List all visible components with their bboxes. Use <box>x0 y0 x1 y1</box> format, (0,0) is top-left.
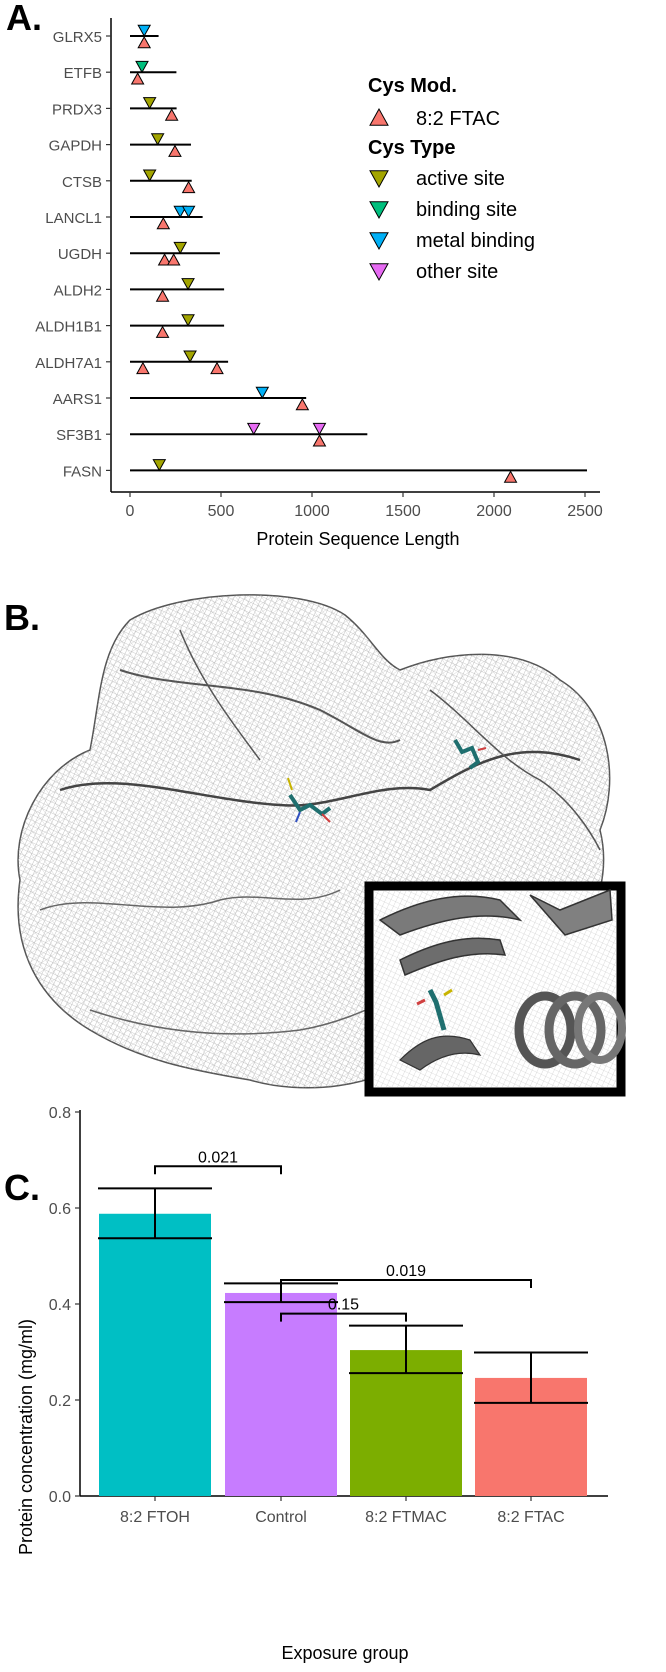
legend-type-label: active site <box>416 168 505 190</box>
legend-mod-symbol <box>369 107 389 126</box>
legend-type-symbol <box>369 232 389 251</box>
protein-label: ALDH7A1 <box>35 355 102 372</box>
significance-bracket <box>154 1165 282 1175</box>
legend-a: Cys Mod. 8:2 FTAC Cys Type active site bindi… <box>368 75 535 283</box>
x-axis-title-a: Protein Sequence Length <box>256 529 459 549</box>
mod-marker <box>181 180 196 194</box>
protein-label: GAPDH <box>49 138 102 155</box>
mod-marker <box>156 216 171 230</box>
mod-marker <box>295 397 310 411</box>
legend-type-symbol <box>369 201 389 220</box>
panel-label-a: A. <box>6 0 42 38</box>
mod-marker <box>155 325 170 338</box>
protein-label: AARS1 <box>53 391 102 408</box>
x-tick-label-c: 8:2 FTOH <box>120 1509 190 1526</box>
site-marker <box>173 205 188 219</box>
bar <box>99 1213 211 1496</box>
mod-marker <box>503 470 518 483</box>
y-tick-label-c: 0.2 <box>49 1393 71 1410</box>
plot-area-a: 0 500 1000 1500 2000 2500 GLRX5 ETFB PRDX3 GAPDH C… <box>35 18 603 520</box>
mod-marker <box>166 253 181 266</box>
x-axis-title-c: Exposure group <box>281 1643 408 1663</box>
site-marker <box>181 278 195 291</box>
x-tick-label-a: 2000 <box>476 503 512 520</box>
protein-label: FASN <box>63 463 102 480</box>
legend-type-symbol <box>369 170 389 189</box>
y-tick-label-c: 0.8 <box>49 1105 71 1122</box>
panel-label-b: B. <box>4 597 40 638</box>
panel-a-chart: 0 500 1000 1500 2000 2500 GLRX5 ETFB PRDX3 GAPDH C… <box>35 18 603 549</box>
mod-marker <box>155 289 170 302</box>
cysteine-residue-2 <box>453 738 487 770</box>
site-marker <box>152 459 167 472</box>
cysteine-residue-1 <box>287 777 332 823</box>
x-tick-label-c: Control <box>255 1509 307 1526</box>
protein-label: UGDH <box>58 246 102 263</box>
legend-type-symbol <box>369 263 389 282</box>
significance-bracket <box>280 1312 407 1322</box>
x-tick-label-a: 1000 <box>294 503 330 520</box>
x-tick-label-a: 1500 <box>385 503 421 520</box>
site-marker <box>137 24 152 38</box>
x-tick-label-c: 8:2 FTAC <box>497 1509 564 1526</box>
site-marker <box>183 350 197 363</box>
protein-label: ALDH1B1 <box>35 319 102 336</box>
x-tick-label-a: 0 <box>126 503 135 520</box>
x-tick-label-a: 2500 <box>567 503 603 520</box>
protein-label: LANCL1 <box>45 210 102 227</box>
bar <box>350 1350 462 1496</box>
legend-mod-label: 8:2 FTAC <box>416 108 500 130</box>
site-marker <box>255 386 270 400</box>
site-marker <box>135 60 149 74</box>
legend-mod-title: Cys Mod. <box>368 75 457 97</box>
site-marker <box>142 97 157 110</box>
site-marker <box>181 205 196 219</box>
site-marker <box>246 422 261 436</box>
zoom-inset <box>364 881 626 1097</box>
protein-label: ETFB <box>64 65 102 82</box>
site-marker <box>312 422 327 436</box>
site-marker <box>142 169 157 182</box>
y-tick-label-c: 0.0 <box>49 1489 71 1506</box>
mod-marker <box>312 434 327 447</box>
mod-marker <box>164 108 179 121</box>
p-value-label: 0.019 <box>386 1263 426 1280</box>
protein-label: CTSB <box>62 174 102 191</box>
y-tick-label-c: 0.6 <box>49 1201 71 1218</box>
site-marker <box>150 133 165 146</box>
x-tick-label-a: 500 <box>208 503 235 520</box>
y-axis-title-c: Protein concentration (mg/ml) <box>16 1319 36 1555</box>
legend-type-title: Cys Type <box>368 137 455 159</box>
p-value-label: 0.15 <box>328 1297 359 1314</box>
protein-label: SF3B1 <box>56 427 102 444</box>
plot-area-c: 0.0 0.2 0.4 0.6 0.8 8:2 FTOH Control 8:2 FTMAC 8… <box>49 1105 608 1526</box>
p-value-label: 0.021 <box>198 1149 238 1166</box>
legend-type-label: binding site <box>416 199 517 221</box>
mod-marker <box>136 361 150 375</box>
protein-label: PRDX3 <box>52 101 102 118</box>
bar <box>225 1292 337 1496</box>
site-marker <box>181 314 195 327</box>
legend-type-label: metal binding <box>416 230 535 252</box>
panel-label-c: C. <box>4 1167 40 1208</box>
mod-marker <box>130 72 145 85</box>
protein-label: GLRX5 <box>53 29 102 46</box>
mod-marker <box>157 253 172 266</box>
x-tick-label-c: 8:2 FTMAC <box>365 1509 447 1526</box>
significance-bracket <box>280 1279 532 1288</box>
panel-c-chart: 0.0 0.2 0.4 0.6 0.8 8:2 FTOH Control 8:2 FTMAC 8… <box>16 1105 608 1663</box>
mod-marker <box>168 144 182 157</box>
protein-label: ALDH2 <box>54 282 102 299</box>
legend-type-label: other site <box>416 261 498 283</box>
structure-image <box>17 594 626 1097</box>
mod-marker <box>210 361 224 375</box>
site-marker <box>173 241 188 255</box>
y-tick-label-c: 0.4 <box>49 1297 71 1314</box>
mod-marker <box>137 35 152 49</box>
